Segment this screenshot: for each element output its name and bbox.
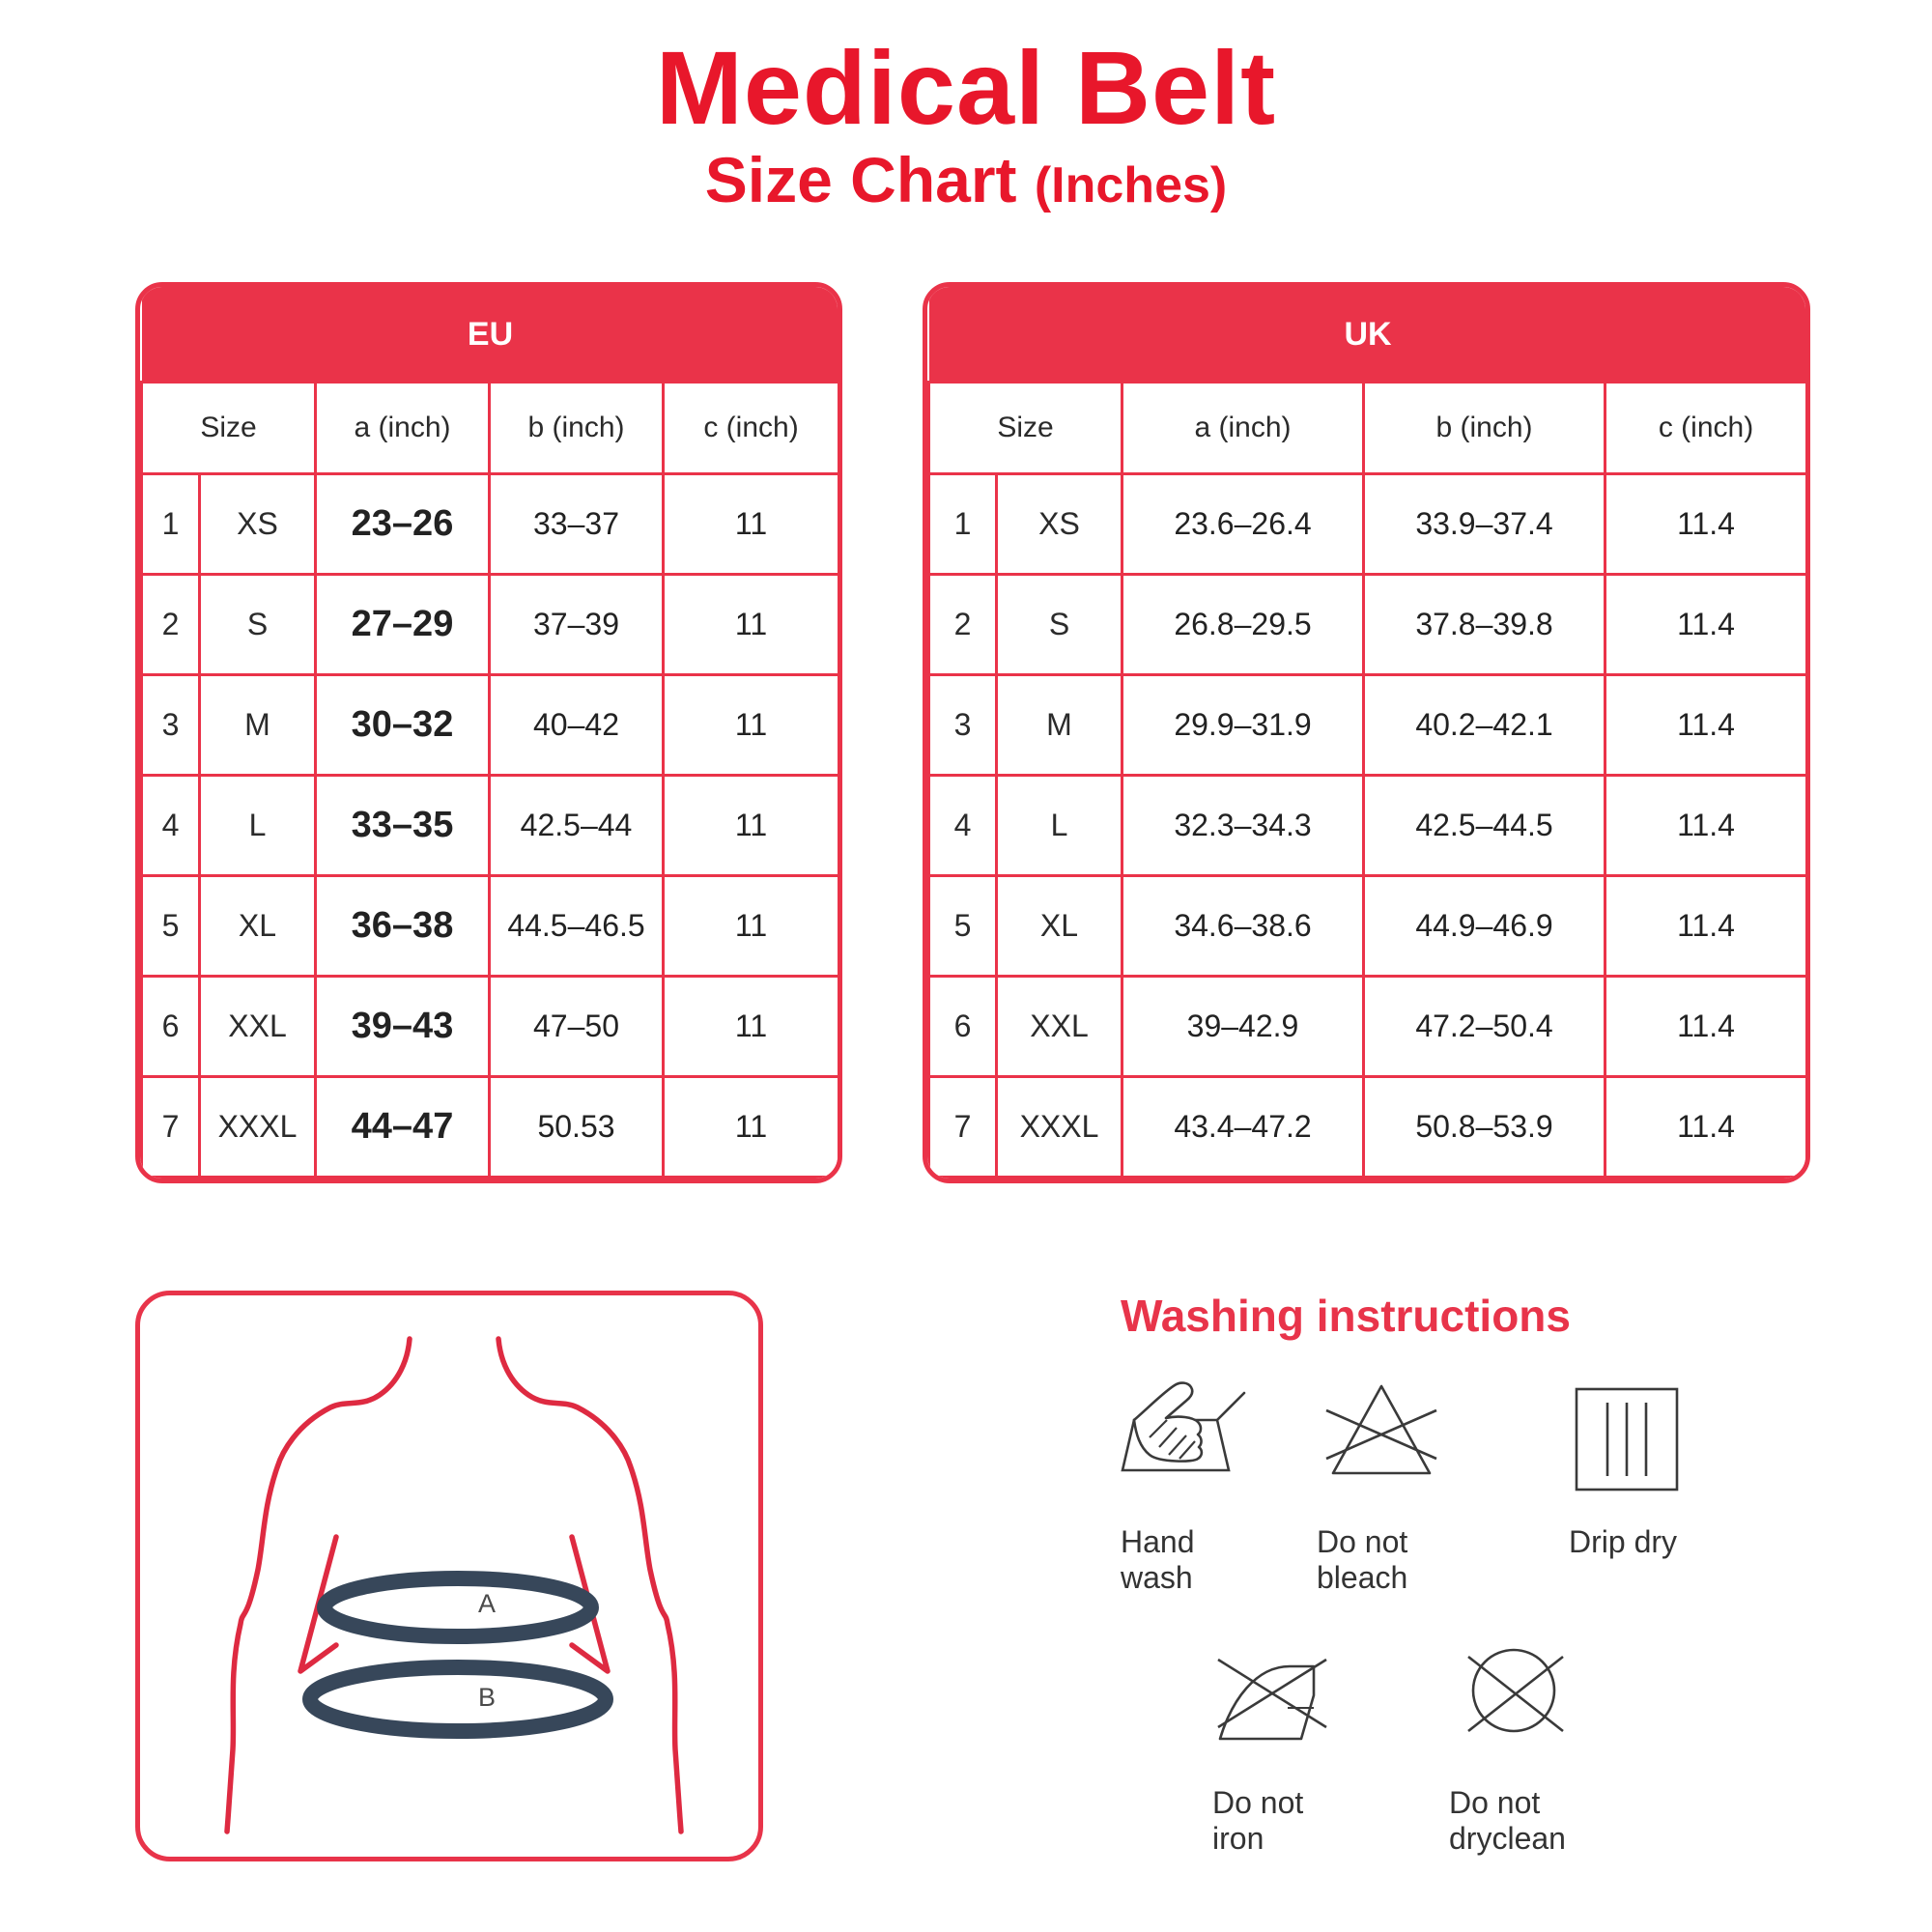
svg-text:B: B: [478, 1683, 496, 1712]
svg-text:A: A: [478, 1589, 496, 1618]
